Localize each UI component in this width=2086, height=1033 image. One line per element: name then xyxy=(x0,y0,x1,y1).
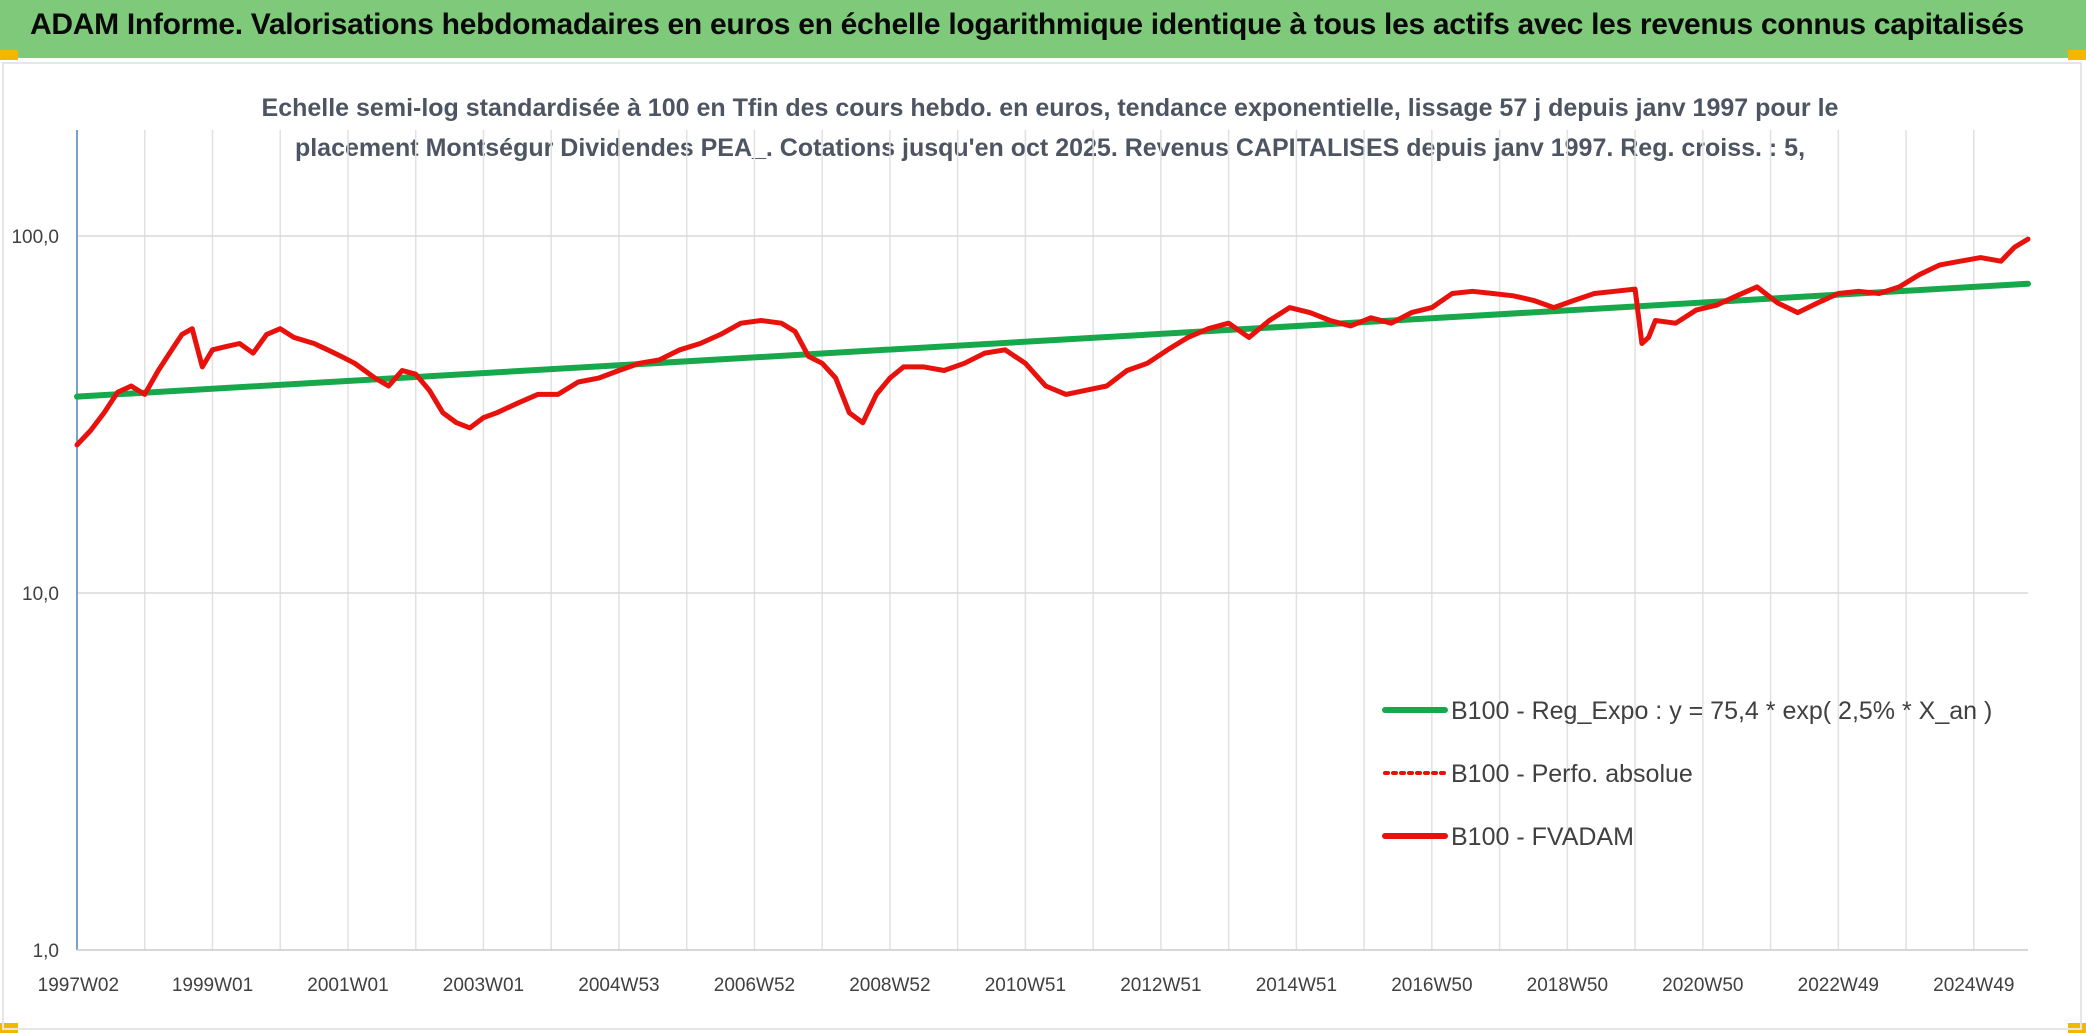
grid-layer xyxy=(77,130,2028,951)
series-line xyxy=(74,236,2031,448)
series-line xyxy=(74,280,2031,400)
x-tick-label: 2020W50 xyxy=(1662,975,1743,996)
x-tick-label: 2006W52 xyxy=(714,975,795,996)
x-tick-label: 2004W53 xyxy=(578,975,659,996)
y-tick-label: 1,0 xyxy=(33,941,59,962)
chart-subtitle-line-2: placement Montségur Dividendes PEA_. Cot… xyxy=(294,134,1806,162)
y-tick-label: 10,0 xyxy=(22,584,59,605)
legend-label: B100 - Perfo. absolue xyxy=(1451,760,1693,788)
x-tick-label: 1999W01 xyxy=(172,975,253,996)
legend-label: B100 - FVADAM xyxy=(1451,823,1634,851)
x-tick-label: 2014W51 xyxy=(1256,975,1337,996)
x-tick-label: 2018W50 xyxy=(1527,975,1608,996)
chart-subtitle-line-1: Echelle semi-log standardisée à 100 en T… xyxy=(261,94,1839,122)
corner-marker xyxy=(2068,50,2086,60)
x-tick-label: 1997W02 xyxy=(38,975,119,996)
chart-subtitle: Echelle semi-log standardisée à 100 en T… xyxy=(200,88,1900,168)
x-tick-label: 2003W01 xyxy=(443,975,524,996)
report-title: ADAM Informe. Valorisations hebdomadaire… xyxy=(30,8,2024,41)
legend-label: B100 - Reg_Expo : y = 75,4 * exp( 2,5% *… xyxy=(1451,697,1992,725)
corner-marker xyxy=(0,50,18,60)
axis-layer: 1,0 10,0 100,0 1997W02 1999W01 2001W01 2003W01… xyxy=(11,130,2028,996)
x-tick-label: 2024W49 xyxy=(1933,975,2014,996)
series-layer xyxy=(74,236,2031,448)
x-tick-label: 2001W01 xyxy=(307,975,388,996)
x-tick-label: 2022W49 xyxy=(1798,975,1879,996)
x-tick-label: 2010W51 xyxy=(985,975,1066,996)
x-tick-label: 2008W52 xyxy=(849,975,930,996)
report-banner: ADAM Informe. Valorisations hebdomadaire… xyxy=(0,0,2086,61)
legend: B100 - Reg_Expo : y = 75,4 * exp( 2,5% *… xyxy=(1382,697,1992,851)
plot-area-border xyxy=(2,62,2082,1030)
x-tick-label: 2012W51 xyxy=(1120,975,1201,996)
y-tick-label: 100,0 xyxy=(11,227,59,248)
x-tick-label: 2016W50 xyxy=(1391,975,1472,996)
